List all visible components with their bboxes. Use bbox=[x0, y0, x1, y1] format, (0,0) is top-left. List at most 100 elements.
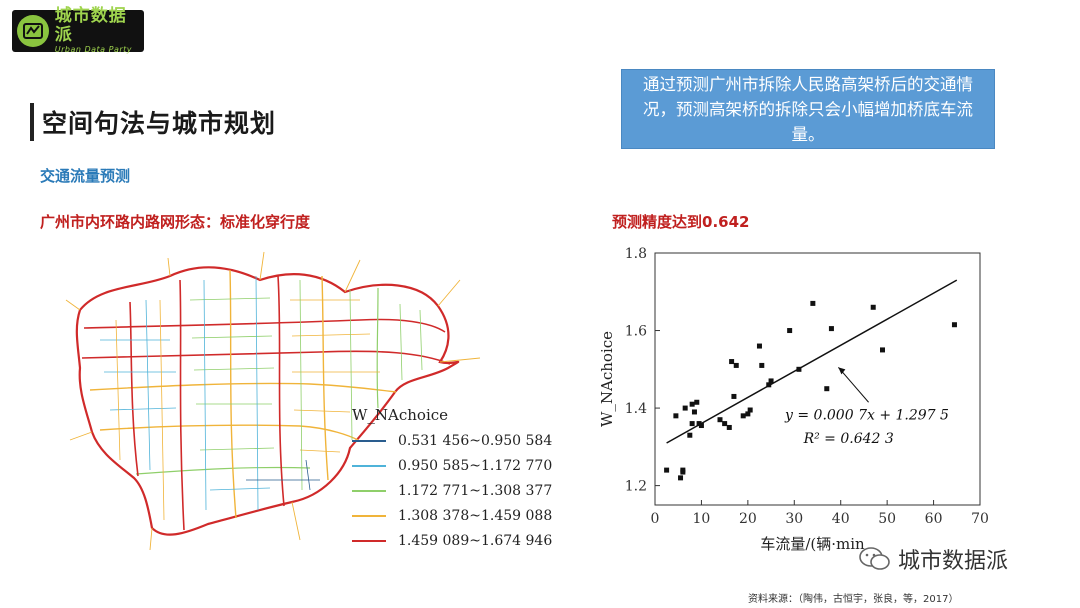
data-point bbox=[717, 417, 723, 423]
outer-streets bbox=[65, 251, 481, 551]
y-tick-label: 1.4 bbox=[625, 401, 647, 417]
artery-east-west-5 bbox=[135, 466, 311, 475]
legend-label: 1.308 378~1.459 088 bbox=[398, 507, 553, 524]
data-point bbox=[682, 405, 688, 411]
data-point bbox=[673, 413, 679, 419]
watermark-text: 城市数据派 bbox=[898, 549, 1009, 574]
legend-item: 1.459 089~1.674 946 bbox=[352, 528, 557, 553]
artery-north-south-1 bbox=[129, 301, 139, 477]
legend-label: 0.531 456~0.950 584 bbox=[398, 432, 553, 449]
map-heading: 广州市内环路内路网形态：标准化穿行度 bbox=[40, 213, 311, 231]
legend-item: 1.308 378~1.459 088 bbox=[352, 503, 557, 528]
data-point bbox=[689, 401, 695, 407]
data-point bbox=[726, 424, 732, 430]
data-point bbox=[810, 300, 816, 306]
data-point bbox=[745, 411, 751, 417]
map-legend: W_NAchoice 0.531 456~0.950 584 0.950 585~… bbox=[352, 406, 557, 553]
x-tick-label: 0 bbox=[651, 511, 660, 527]
data-point bbox=[687, 432, 693, 438]
legend-label: 0.950 585~1.172 770 bbox=[398, 457, 553, 474]
data-point bbox=[766, 382, 772, 388]
data-point bbox=[951, 322, 957, 328]
artery-north-south-3 bbox=[229, 269, 237, 519]
ring-road-boundary bbox=[75, 266, 460, 536]
title-accent-bar bbox=[30, 103, 34, 141]
legend-item: 0.531 456~0.950 584 bbox=[352, 428, 557, 453]
fit-line bbox=[666, 279, 958, 444]
data-point bbox=[731, 393, 737, 399]
data-point bbox=[689, 421, 695, 427]
data-point bbox=[759, 362, 765, 368]
legend-swatch bbox=[352, 489, 386, 492]
legend-swatch bbox=[352, 539, 386, 542]
x-tick-label: 20 bbox=[739, 511, 757, 527]
x-tick-label: 70 bbox=[971, 511, 989, 527]
data-point bbox=[680, 469, 686, 475]
legend-swatch bbox=[352, 514, 386, 517]
section-subtitle: 交通流量预测 bbox=[40, 167, 131, 185]
legend-label: 1.459 089~1.674 946 bbox=[398, 532, 553, 549]
equation-label: y = 0.000 7x + 1.297 5 bbox=[784, 408, 949, 424]
artery-north-south-5 bbox=[321, 275, 329, 481]
r2-label: R² = 0.642 3 bbox=[803, 431, 894, 447]
logo-emblem-icon bbox=[17, 15, 49, 47]
page-title: 空间句法与城市规划 bbox=[42, 109, 277, 138]
y-tick-label: 1.2 bbox=[625, 479, 647, 495]
artery-north-south-6 bbox=[376, 287, 379, 409]
wechat-icon bbox=[859, 547, 890, 570]
legend-label: 1.172 771~1.308 377 bbox=[398, 482, 553, 499]
artery-east-west-4 bbox=[99, 424, 359, 441]
legend-item: 0.950 585~1.172 770 bbox=[352, 453, 557, 478]
data-point bbox=[664, 467, 670, 473]
data-point bbox=[796, 366, 802, 372]
artery-north-south-4 bbox=[277, 275, 285, 507]
data-point bbox=[747, 407, 753, 413]
data-point bbox=[678, 475, 684, 481]
source-citation: 资料来源：（陶伟，古恒宇，张良，等，2017） bbox=[748, 594, 959, 605]
data-point bbox=[729, 359, 735, 365]
logo-name-en: Urban Data Party bbox=[54, 45, 133, 54]
x-tick-label: 40 bbox=[832, 511, 850, 527]
data-point bbox=[768, 378, 774, 384]
data-point bbox=[828, 326, 834, 332]
watermark: 城市数据派 bbox=[858, 543, 1008, 575]
road-network-map bbox=[65, 251, 481, 551]
legend-swatch bbox=[352, 464, 386, 467]
plot-frame bbox=[654, 252, 981, 506]
legend-item: 1.172 771~1.308 377 bbox=[352, 478, 557, 503]
logo-name: 城市数据派 bbox=[54, 6, 127, 45]
data-point bbox=[824, 386, 830, 392]
artery-east-west-3 bbox=[89, 382, 397, 393]
x-axis-label: 车流量/(辆·min bbox=[760, 535, 865, 553]
data-point bbox=[691, 409, 697, 415]
data-point bbox=[787, 328, 793, 334]
x-tick-label: 50 bbox=[878, 511, 896, 527]
y-tick-label: 1.6 bbox=[625, 324, 647, 340]
data-point bbox=[880, 347, 885, 353]
chart-heading: 预测精度达到0.642 bbox=[612, 213, 750, 231]
annotation-arrow bbox=[838, 367, 869, 403]
data-point bbox=[756, 343, 762, 349]
callout-text: 通过预测广州市拆除人民路高架桥后的交通情况，预测高架桥的拆除只会小幅增加桥底车流… bbox=[643, 74, 973, 144]
brand-logo: 城市数据派 Urban Data Party bbox=[12, 6, 144, 54]
data-point bbox=[694, 399, 700, 405]
y-axis-label: W_NAchoice bbox=[598, 331, 616, 427]
x-tick-label: 30 bbox=[785, 511, 803, 527]
y-tick-label: 1.8 bbox=[625, 246, 647, 262]
annotation-arrowhead bbox=[838, 367, 846, 375]
legend-title: W_NAchoice bbox=[352, 406, 449, 424]
artery-north-south-2 bbox=[179, 279, 185, 531]
data-point bbox=[740, 413, 746, 419]
data-point bbox=[870, 304, 876, 310]
x-tick-label: 60 bbox=[925, 511, 943, 527]
data-point bbox=[733, 362, 739, 368]
x-tick-label: 10 bbox=[693, 511, 711, 527]
callout-box: 通过预测广州市拆除人民路高架桥后的交通情况，预测高架桥的拆除只会小幅增加桥底车流… bbox=[621, 69, 995, 149]
minor-streets bbox=[100, 275, 423, 521]
data-point bbox=[698, 423, 704, 429]
artery-east-west-2 bbox=[81, 350, 451, 365]
artery-east-west-1 bbox=[83, 318, 446, 333]
legend-swatch bbox=[352, 439, 386, 442]
scatter-chart: 0 10 20 30 40 50 60 70 1.2 1.4 1.6 1.8 车流量/(辆·min W_N… bbox=[598, 246, 989, 553]
data-point bbox=[722, 421, 728, 427]
